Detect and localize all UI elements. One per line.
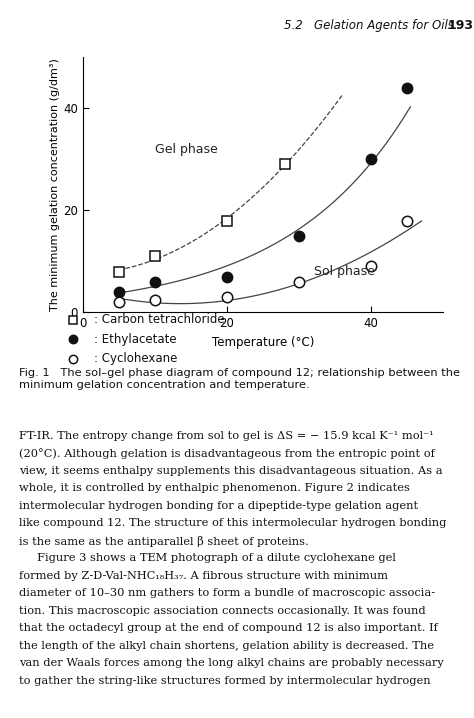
Text: Fig. 1   The sol–gel phase diagram of compound 12; relationship between the
mini: Fig. 1 The sol–gel phase diagram of comp… (19, 368, 460, 390)
Text: to gather the string-like structures formed by intermolecular hydrogen: to gather the string-like structures for… (19, 676, 430, 686)
Text: like compound 12. The structure of this intermolecular hydrogen bonding: like compound 12. The structure of this … (19, 518, 447, 528)
Text: FT-IR. The entropy change from sol to gel is ΔS = − 15.9 kcal K⁻¹ mol⁻¹: FT-IR. The entropy change from sol to ge… (19, 431, 434, 441)
X-axis label: Temperature (°C): Temperature (°C) (212, 336, 314, 349)
Text: (20°C). Although gelation is disadvantageous from the entropic point of: (20°C). Although gelation is disadvantag… (19, 448, 435, 460)
Text: Figure 3 shows a TEM photograph of a dilute cyclohexane gel: Figure 3 shows a TEM photograph of a dil… (19, 554, 396, 564)
Text: 193: 193 (448, 19, 474, 32)
Text: the length of the alkyl chain shortens, gelation ability is decreased. The: the length of the alkyl chain shortens, … (19, 640, 434, 651)
Y-axis label: The minimum gelation concentration (g/dm³): The minimum gelation concentration (g/dm… (50, 58, 61, 312)
Text: view, it seems enthalpy supplements this disadvantageous situation. As a: view, it seems enthalpy supplements this… (19, 466, 443, 476)
Text: whole, it is controlled by enthalpic phenomenon. Figure 2 indicates: whole, it is controlled by enthalpic phe… (19, 483, 410, 493)
Text: van der Waals forces among the long alkyl chains are probably necessary: van der Waals forces among the long alky… (19, 658, 444, 668)
Text: diameter of 10–30 nm gathers to form a bundle of macroscopic associa-: diameter of 10–30 nm gathers to form a b… (19, 588, 435, 598)
Text: : Carbon tetrachloride: : Carbon tetrachloride (94, 313, 225, 326)
Text: : Cyclohexane: : Cyclohexane (94, 353, 177, 365)
Text: that the octadecyl group at the end of compound 12 is also important. If: that the octadecyl group at the end of c… (19, 623, 438, 633)
Text: 5.2   Gelation Agents for Oils: 5.2 Gelation Agents for Oils (284, 19, 454, 32)
Text: : Ethylacetate: : Ethylacetate (94, 332, 176, 346)
Text: formed by Z-D-Val-NHC₁₈H₃₇. A fibrous structure with minimum: formed by Z-D-Val-NHC₁₈H₃₇. A fibrous st… (19, 571, 388, 581)
Text: Gel phase: Gel phase (155, 143, 218, 156)
Text: is the same as the antiparallel β sheet of proteins.: is the same as the antiparallel β sheet … (19, 536, 309, 547)
Text: Sol phase: Sol phase (313, 265, 374, 278)
Text: intermolecular hydrogen bonding for a dipeptide-type gelation agent: intermolecular hydrogen bonding for a di… (19, 501, 418, 510)
Text: tion. This macroscopic association connects occasionally. It was found: tion. This macroscopic association conne… (19, 606, 426, 616)
